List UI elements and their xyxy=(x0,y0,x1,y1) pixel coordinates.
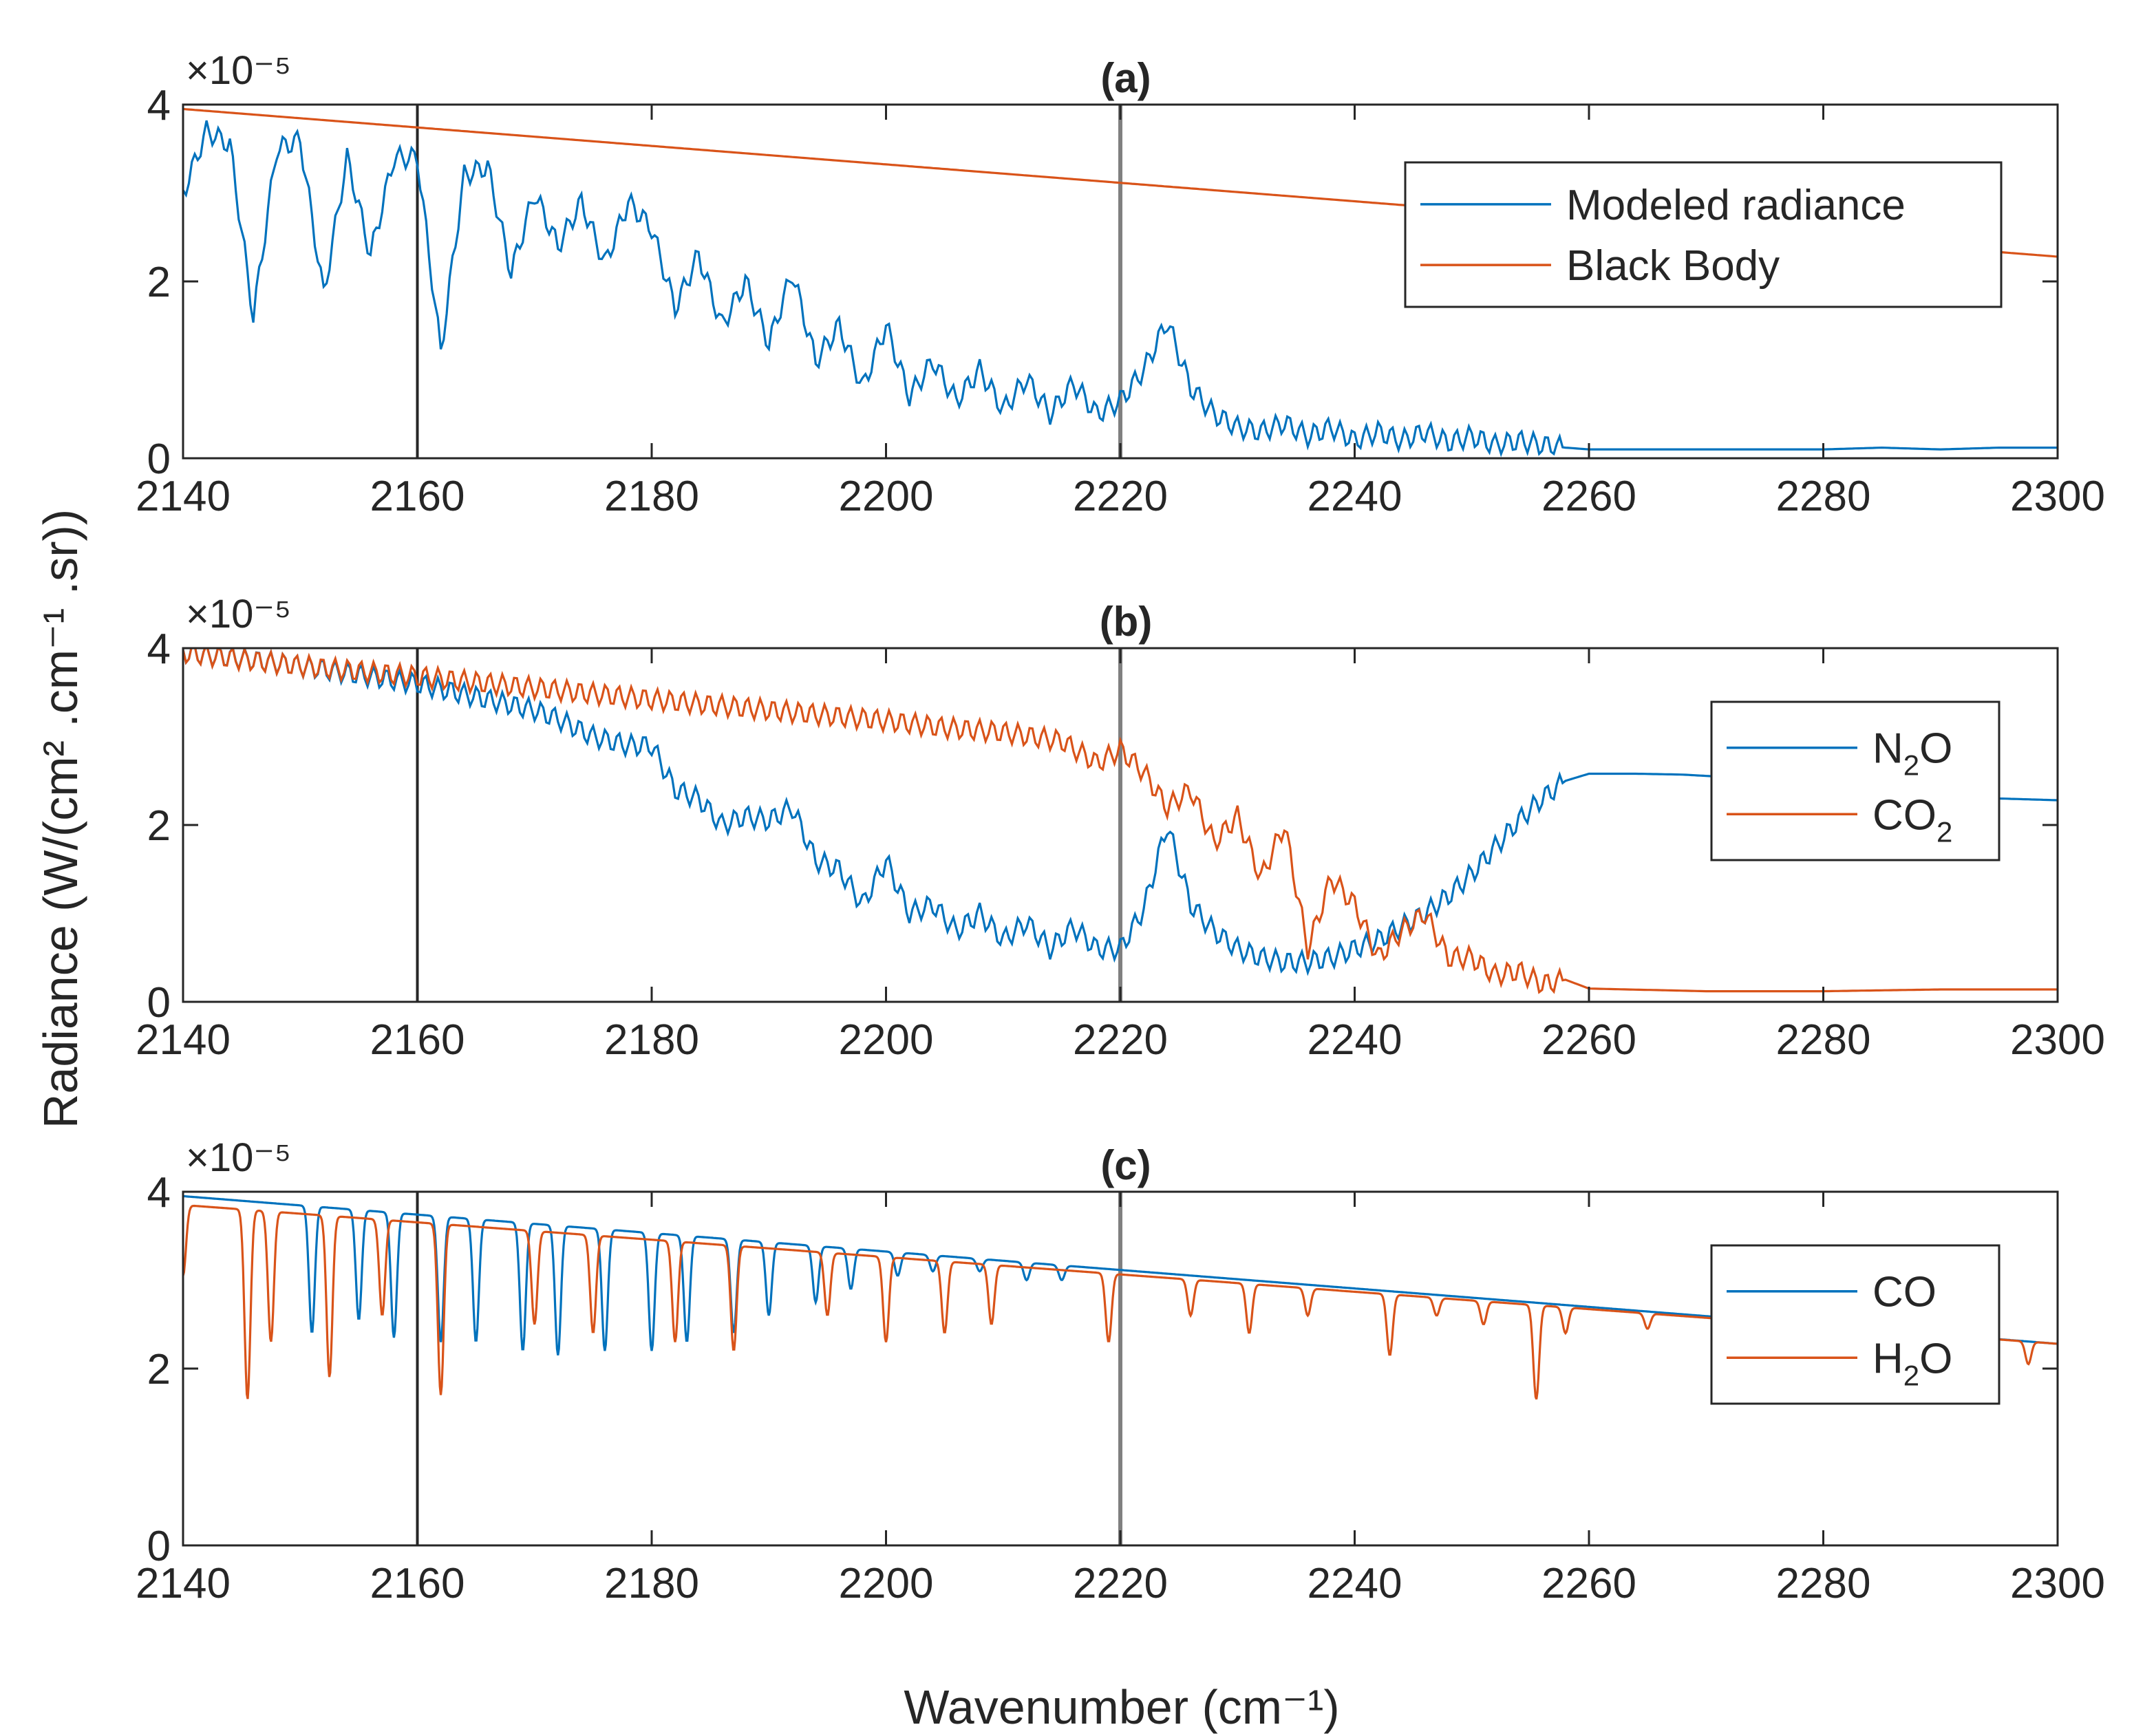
x-axis-label: Wavenumber (cm⁻¹) xyxy=(904,1680,1339,1734)
y-tick-label: 2 xyxy=(147,802,171,850)
legend-box xyxy=(1710,1244,2000,1405)
x-tick-label: 2200 xyxy=(839,1016,934,1064)
x-tick-label: 2300 xyxy=(2010,1016,2105,1064)
y-tick-label: 0 xyxy=(147,436,171,483)
x-tick-label: 2280 xyxy=(1776,1560,1871,1607)
panel-title: (b) xyxy=(1100,599,1153,645)
legend-entry: H2O xyxy=(1872,1335,1952,1391)
legend-entry: CO xyxy=(1872,1269,1936,1316)
y-tick-label: 0 xyxy=(147,979,171,1027)
y-axis-label: Radiance (W/(cm² .cm⁻¹ .sr)) xyxy=(34,509,87,1128)
y-tick-label: 4 xyxy=(147,625,171,673)
y-tick-label: 2 xyxy=(147,1346,171,1393)
panel-title: (a) xyxy=(1100,55,1151,101)
x-tick-label: 2140 xyxy=(136,473,231,520)
x-tick-label: 2160 xyxy=(370,1016,465,1064)
y-exponent-label: ×10⁻⁵ xyxy=(186,48,291,93)
x-tick-label: 2140 xyxy=(136,1560,231,1607)
x-tick-label: 2180 xyxy=(604,473,699,520)
x-tick-label: 2180 xyxy=(604,1560,699,1607)
legend-box xyxy=(1710,700,2000,861)
x-tick-label: 2300 xyxy=(2010,473,2105,520)
panel-1: 2140 2160 2180 2200 2220 2240 2260 2280 2300 0 2 4 ×… xyxy=(136,48,2105,520)
x-tick-label: 2160 xyxy=(370,473,465,520)
panel-title: (c) xyxy=(1100,1142,1151,1188)
x-tick-label: 2260 xyxy=(1541,1560,1636,1607)
y-tick-label: 4 xyxy=(147,82,171,129)
y-tick-label: 0 xyxy=(147,1523,171,1570)
x-tick-label: 2200 xyxy=(839,473,934,520)
legend: Modeled radiance Black Body xyxy=(1404,161,2003,308)
x-tick-label: 2260 xyxy=(1541,1016,1636,1064)
x-tick-label: 2240 xyxy=(1308,473,1402,520)
panel-2: 2140 2160 2180 2200 2220 2240 2260 2280 2300 0 2 4 ×… xyxy=(136,592,2105,1064)
x-tick-label: 2300 xyxy=(2010,1560,2105,1607)
x-tick-label: 2280 xyxy=(1776,1016,1871,1064)
x-tick-label: 2240 xyxy=(1308,1016,1402,1064)
legend: CO H2O xyxy=(1710,1244,2000,1405)
x-tick-label: 2180 xyxy=(604,1016,699,1064)
legend-entry: Black Body xyxy=(1566,242,1780,290)
legend-box xyxy=(1404,161,2003,308)
y-tick-label: 2 xyxy=(147,259,171,306)
x-tick-label: 2240 xyxy=(1308,1560,1402,1607)
legend-entry: N2O xyxy=(1872,725,1952,782)
legend-entry: CO2 xyxy=(1872,791,1952,848)
panel-3: 2140 2160 2180 2200 2220 2240 2260 2280 2300 0 2 4 ×… xyxy=(136,1135,2105,1607)
series-line-co2 xyxy=(183,648,2058,994)
x-tick-label: 2280 xyxy=(1776,473,1871,520)
x-tick-label: 2220 xyxy=(1073,473,1168,520)
x-tick-label: 2160 xyxy=(370,1560,465,1607)
y-exponent-label: ×10⁻⁵ xyxy=(186,1135,291,1180)
y-tick-label: 4 xyxy=(147,1169,171,1217)
y-exponent-label: ×10⁻⁵ xyxy=(186,592,291,636)
x-tick-label: 2140 xyxy=(136,1016,231,1064)
legend-entry: Modeled radiance xyxy=(1566,182,1906,229)
x-tick-label: 2220 xyxy=(1073,1016,1168,1064)
x-tick-label: 2220 xyxy=(1073,1560,1168,1607)
x-tick-label: 2260 xyxy=(1541,473,1636,520)
x-tick-label: 2200 xyxy=(839,1560,934,1607)
series-line-modeled-radiance xyxy=(183,120,2058,458)
